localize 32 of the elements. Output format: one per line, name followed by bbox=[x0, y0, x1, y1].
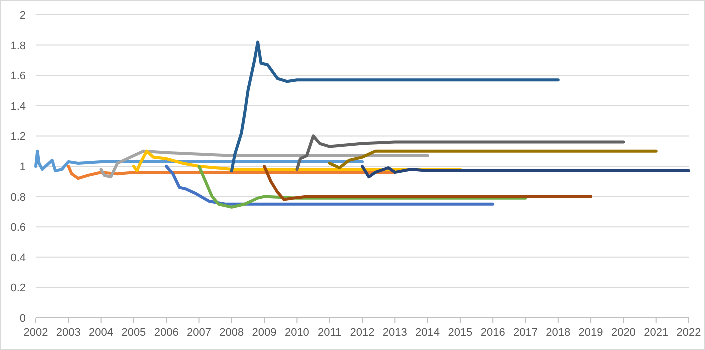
y-tick-label: 0.4 bbox=[10, 252, 26, 264]
x-tick-label: 2015 bbox=[448, 327, 473, 339]
x-tick-label: 2019 bbox=[578, 327, 604, 339]
y-tick-label: 2 bbox=[20, 10, 26, 22]
x-tick-label: 2016 bbox=[480, 327, 506, 339]
y-tick-label: 1 bbox=[20, 162, 26, 174]
x-tick-label: 2021 bbox=[644, 327, 669, 339]
y-tick-label: 1.8 bbox=[10, 40, 26, 52]
x-tick-label: 2005 bbox=[122, 327, 146, 339]
x-tick-label: 2018 bbox=[546, 327, 571, 339]
x-tick-label: 2002 bbox=[24, 327, 48, 339]
x-tick-label: 2020 bbox=[611, 327, 636, 339]
x-tick-label: 2008 bbox=[220, 327, 244, 339]
x-tick-label: 2010 bbox=[284, 327, 310, 339]
x-tick-label: 2012 bbox=[350, 327, 375, 339]
y-tick-label: 0.8 bbox=[10, 192, 26, 204]
y-tick-label: 0.6 bbox=[10, 222, 26, 234]
x-tick-label: 2009 bbox=[252, 327, 277, 339]
x-tick-label: 2004 bbox=[89, 327, 114, 339]
x-tick-label: 2011 bbox=[318, 327, 342, 339]
x-tick-label: 2017 bbox=[514, 327, 538, 339]
y-tick-label: 0.2 bbox=[10, 282, 26, 295]
y-tick-label: 1.6 bbox=[10, 70, 26, 83]
x-tick-label: 2014 bbox=[416, 327, 440, 339]
x-tick-label: 2007 bbox=[187, 327, 212, 339]
y-tick-label: 1.2 bbox=[10, 131, 26, 144]
x-tick-label: 2013 bbox=[382, 327, 408, 339]
x-tick-label: 2006 bbox=[154, 327, 179, 339]
x-tick-label: 2022 bbox=[676, 327, 702, 339]
x-tick-label: 2003 bbox=[56, 327, 81, 339]
y-tick-label: 0 bbox=[20, 313, 26, 325]
y-tick-label: 1.4 bbox=[10, 100, 26, 113]
